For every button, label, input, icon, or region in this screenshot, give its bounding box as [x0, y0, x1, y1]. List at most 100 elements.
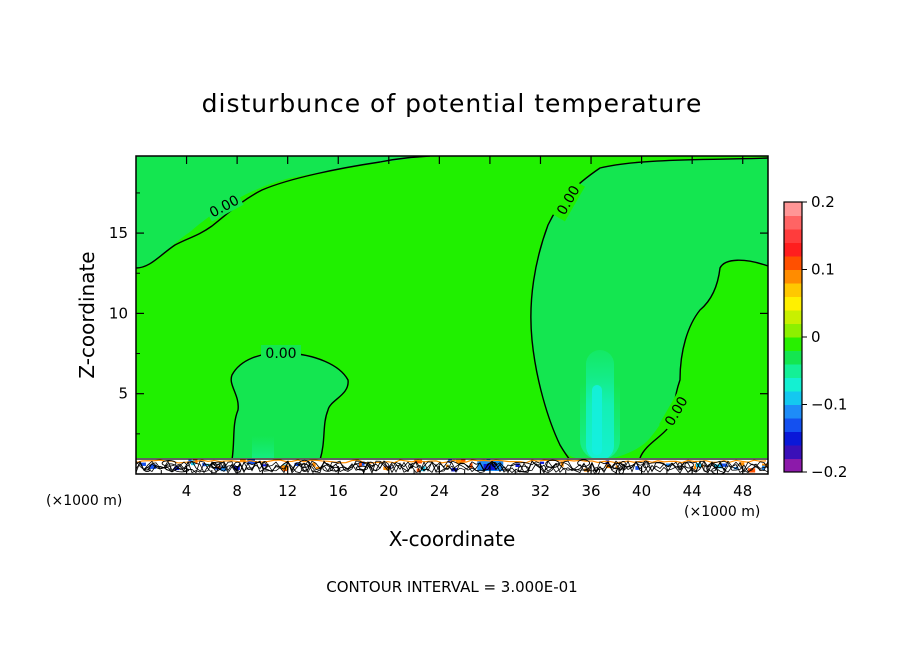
- surface-contour-cell: [577, 459, 591, 467]
- contour-interval-note: CONTOUR INTERVAL = 3.000E-01: [326, 578, 577, 596]
- surface-contour-cell: [408, 463, 414, 469]
- y-axis: 5 10 15: [109, 192, 768, 435]
- chart-title: disturbunce of potential temperature: [202, 89, 703, 118]
- surface-contour-cell: [677, 462, 683, 471]
- y-tick-label: 5: [118, 385, 128, 403]
- surface-speckle: [358, 462, 362, 467]
- x-tick-label: 44: [683, 482, 702, 500]
- surface-contour-cell: [703, 465, 709, 472]
- surface-contour-cell: [161, 460, 177, 467]
- colorbar-swatch: [784, 337, 802, 351]
- colorbar-swatch: [784, 364, 802, 378]
- colorbar: 0.2 0.1 0 −0.1 −0.2: [783, 193, 847, 481]
- colorbar-swatch: [784, 256, 802, 270]
- colorbar-tick-label: −0.1: [811, 396, 847, 414]
- x-tick-label: 24: [430, 482, 449, 500]
- surface-contour-cell: [366, 461, 375, 468]
- surface-speckle: [188, 459, 192, 463]
- surface-speckle: [515, 463, 520, 468]
- plot-frame: [135, 155, 769, 475]
- surface-contour-cell: [545, 459, 560, 468]
- colorbar-swatch: [784, 404, 802, 419]
- surface-speckle: [693, 466, 697, 470]
- contour-line-right-lobe: [639, 259, 768, 459]
- surface-contour-cell: [208, 463, 221, 468]
- surface-speckle: [739, 462, 745, 466]
- surface-speckle: [416, 468, 420, 472]
- surface-contour-cell: [174, 467, 190, 473]
- surface-contour-cell: [322, 464, 334, 472]
- x-axis: 4 8 12 16 20 24 28 32 36 40 44 48: [160, 156, 752, 500]
- field-plume-left: [252, 420, 274, 465]
- surface-speckle: [469, 463, 473, 468]
- x-tick-label: 32: [531, 482, 550, 500]
- colorbar-swatch: [784, 391, 802, 405]
- x-tick-label: 36: [581, 482, 600, 500]
- x-tick-label: 28: [480, 482, 499, 500]
- surface-speckle: [216, 466, 224, 469]
- surface-contour-cell: [211, 461, 217, 469]
- surface-speckle: [294, 463, 300, 467]
- contour-line-upper-left: [136, 156, 431, 269]
- colorbar-swatch: [784, 229, 802, 243]
- surface-contour-cell: [491, 462, 498, 467]
- surface-contour-cell: [143, 467, 151, 473]
- colorbar-swatch: [784, 418, 802, 432]
- surface-contour-cell: [620, 460, 626, 467]
- colorbar-tick-label: 0.2: [811, 193, 835, 211]
- surface-contour-noise: [136, 460, 768, 474]
- surface-contour-cell: [298, 459, 311, 468]
- x-tick-label: 40: [632, 482, 651, 500]
- surface-speckle: [149, 464, 157, 469]
- y-unit-label: (×1000 m): [46, 493, 122, 509]
- surface-speckle: [360, 461, 365, 466]
- surface-speckle: [720, 463, 728, 467]
- colorbar-swatch: [784, 445, 802, 459]
- colorbar-swatch: [784, 215, 802, 230]
- y-tick-label: 15: [109, 224, 128, 242]
- colorbar-swatch: [784, 431, 802, 446]
- colorbar-swatch: [784, 323, 802, 338]
- contour-line-right: [530, 157, 768, 463]
- surface-contour-cell: [300, 463, 309, 472]
- colorbar-tick-label: −0.2: [811, 463, 847, 481]
- x-tick-label: 48: [733, 482, 752, 500]
- surface-speckle: [414, 459, 423, 464]
- x-tick-label: 12: [278, 482, 297, 500]
- surface-speckle: [262, 464, 267, 467]
- colorbar-tick-label: 0: [811, 328, 821, 346]
- surface-speckle: [762, 463, 768, 468]
- surface-speckle: [635, 466, 640, 470]
- surface-contour-cell: [642, 460, 649, 469]
- colorbar-swatch: [784, 269, 802, 284]
- x-tick-label: 4: [182, 482, 192, 500]
- surface-speckle: [140, 462, 146, 466]
- surface-speckle: [665, 463, 671, 467]
- surface-contour-cell: [711, 466, 726, 474]
- field-region-upper-left: [136, 156, 430, 268]
- surface-contour-cell: [261, 461, 268, 470]
- surface-speckle: [240, 459, 246, 462]
- colorbar-swatch: [784, 283, 802, 297]
- colorbar-tick-label: 0.1: [811, 261, 835, 279]
- colorbar-swatch: [784, 458, 802, 473]
- surface-speckle: [615, 465, 619, 469]
- surface-contour-noise: [136, 460, 768, 474]
- field-plume-right-jet: [592, 385, 602, 455]
- colorbar-swatch: [784, 296, 802, 311]
- surface-contour-cell: [684, 461, 694, 469]
- x-unit-label: (×1000 m): [684, 504, 760, 520]
- surface-speckle: [560, 461, 564, 467]
- contour-label: 0.00: [659, 389, 693, 433]
- surface-contour-cell: [355, 465, 369, 471]
- x-tick-label: 8: [232, 482, 242, 500]
- field-area: [136, 156, 768, 474]
- contour-label: 0.00: [261, 345, 301, 362]
- surface-speckle: [461, 459, 466, 462]
- colorbar-swatch: [784, 242, 802, 257]
- surface-contour-cell: [329, 466, 341, 472]
- colorbar-swatch: [784, 310, 802, 324]
- colorbar-swatch: [784, 377, 802, 392]
- surface-speckle: [220, 466, 227, 472]
